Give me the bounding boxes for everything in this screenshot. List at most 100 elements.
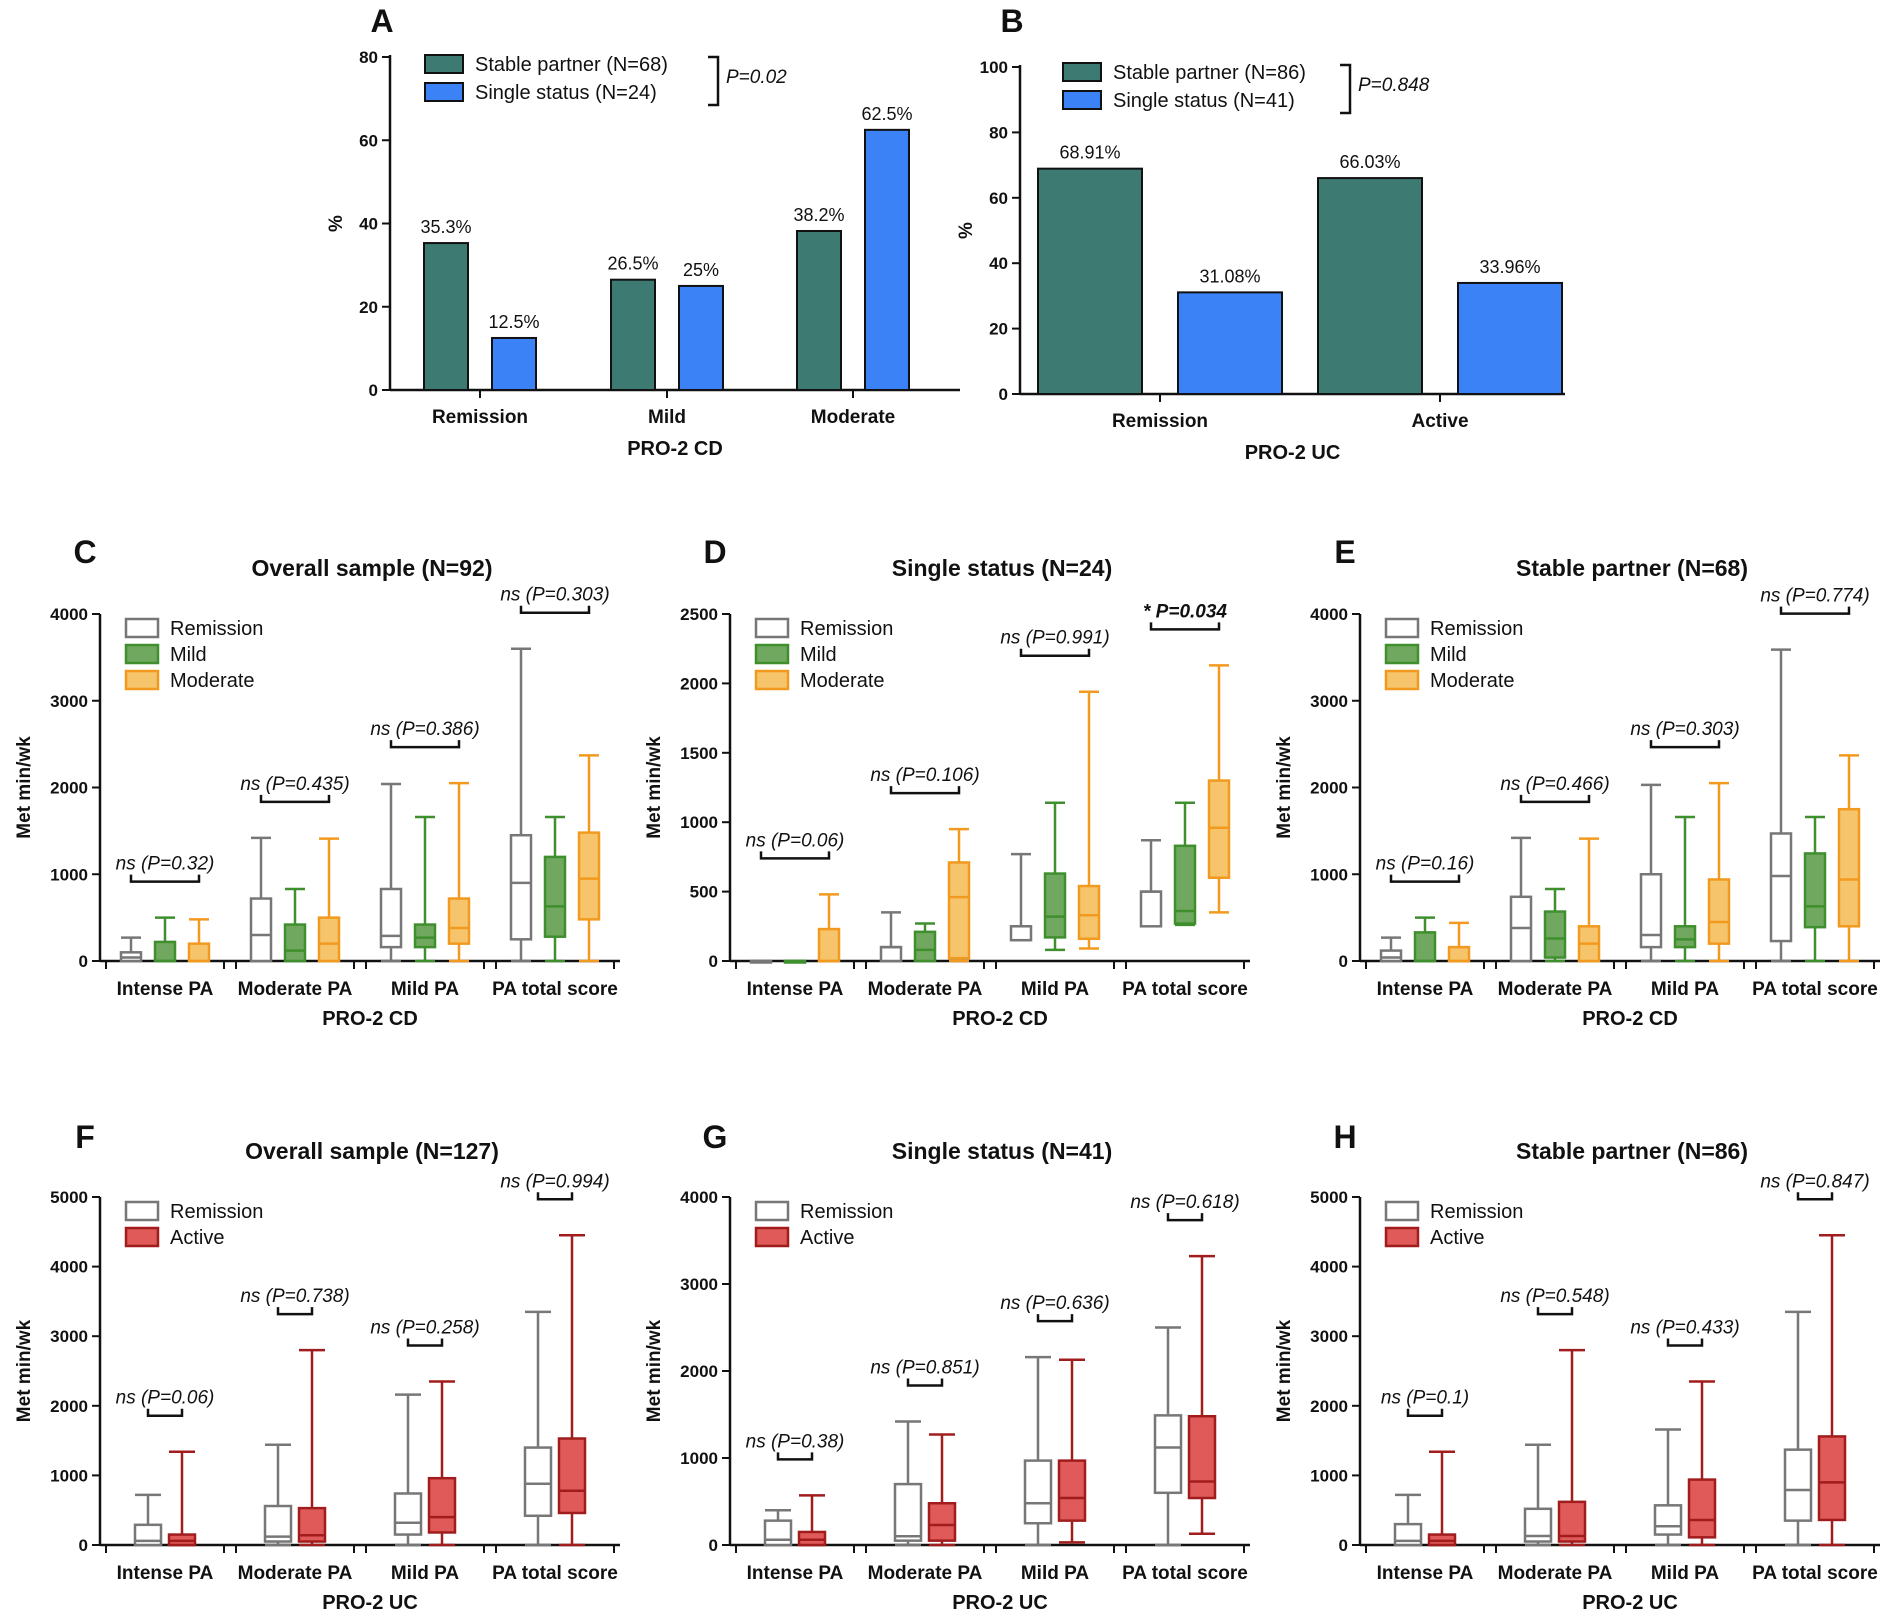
panel-c-title: Overall sample (N=92) — [252, 555, 493, 581]
panel-f-category-label: Moderate PA — [238, 1563, 353, 1584]
panel-d-legend-label: Remission — [800, 618, 893, 640]
panel-e-p-value: ns (P=0.466) — [1500, 774, 1609, 795]
panel-e-title: Stable partner (N=68) — [1516, 555, 1748, 581]
panel-g-p-value: ns (P=0.851) — [870, 1357, 979, 1378]
panel-e-significance-bracket — [1389, 874, 1461, 883]
panel-a-legend-label: Single status (N=24) — [475, 82, 657, 104]
panel-b-y-tick-label: 100 — [980, 58, 1008, 77]
panel-f-y-tick-label: 2000 — [50, 1397, 88, 1416]
panel-e-box-moderate — [1707, 878, 1731, 945]
panel-f-title: Overall sample (N=127) — [245, 1138, 499, 1164]
panel-e-category-label: Moderate PA — [1498, 979, 1613, 1000]
panel-a-category-label: Moderate — [811, 407, 895, 428]
panel-f-box-remission — [393, 1492, 423, 1536]
panel-e-legend-swatch — [1384, 617, 1420, 639]
panel-f-p-value: ns (P=0.06) — [116, 1388, 215, 1409]
panel-c-significance-bracket — [519, 605, 591, 614]
panel-letter-h: H — [1333, 1119, 1356, 1155]
panel-letter-g: G — [703, 1119, 728, 1155]
panel-f-legend-label: Active — [170, 1227, 224, 1249]
panel-c-box-mild — [543, 855, 567, 938]
panel-letter-d: D — [703, 534, 726, 570]
panel-h-significance-bracket — [1666, 1338, 1704, 1347]
panel-letter-f: F — [75, 1119, 95, 1155]
panel-h-y-tick-label: 1000 — [1310, 1466, 1348, 1485]
panel-c-y-axis-label: Met min/wk — [14, 736, 35, 839]
panel-d-significance-bracket — [759, 851, 831, 860]
panel-h-y-tick-label: 5000 — [1310, 1188, 1348, 1207]
panel-d-y-axis-label: Met min/wk — [644, 736, 665, 839]
panel-d-category-label: Moderate PA — [868, 979, 983, 1000]
panel-d-p-value: ns (P=0.991) — [1000, 628, 1109, 649]
panel-d-legend-swatch — [754, 643, 790, 665]
panel-e-legend-label: Remission — [1430, 618, 1523, 640]
panel-g-significance-bracket — [906, 1378, 944, 1387]
panel-f-p-value: ns (P=0.738) — [240, 1286, 349, 1307]
panel-g-x-axis-label: PRO-2 UC — [952, 1592, 1048, 1614]
panel-b-legend-bracket — [1340, 63, 1352, 115]
panel-e-box-remission — [1379, 949, 1403, 963]
panel-a-x-axis-label: PRO-2 CD — [627, 438, 723, 460]
panel-a-legend-label: Stable partner (N=68) — [475, 54, 668, 76]
panel-h-category-label: Mild PA — [1651, 1563, 1720, 1584]
panel-f-y-tick-label: 3000 — [50, 1327, 88, 1346]
panel-letter-e: E — [1334, 534, 1355, 570]
panel-g-y-tick-label: 2000 — [680, 1362, 718, 1381]
panel-e-legend-swatch — [1384, 669, 1420, 691]
panel-h-y-tick-label: 0 — [1339, 1536, 1348, 1555]
panel-b-bar-single — [1457, 281, 1563, 396]
panel-b-bar-single — [1177, 291, 1283, 396]
panel-f-y-tick-label: 4000 — [50, 1258, 88, 1277]
panel-c-box-moderate — [447, 897, 471, 945]
panel-g-significance-bracket — [776, 1452, 814, 1461]
panel-g-box-active — [1057, 1459, 1087, 1522]
panel-d-legend-label: Mild — [800, 644, 837, 666]
panel-h-p-value: ns (P=0.548) — [1500, 1286, 1609, 1307]
panel-a-bar-stable — [796, 229, 842, 391]
panel-e-p-value: ns (P=0.774) — [1760, 586, 1869, 607]
panel-a-y-axis-label: % — [326, 215, 347, 232]
panel-e-box-moderate — [1837, 807, 1861, 928]
panel-g-y-tick-label: 3000 — [680, 1275, 718, 1294]
panel-h-category-label: Moderate PA — [1498, 1563, 1613, 1584]
panel-d-legend-swatch — [754, 669, 790, 691]
panel-g-significance-bracket — [1166, 1213, 1204, 1222]
panel-d-title: Single status (N=24) — [892, 555, 1112, 581]
panel-e-p-value: ns (P=0.16) — [1376, 854, 1475, 875]
panel-d-significance-bracket — [889, 786, 961, 795]
panel-h-x-axis-label: PRO-2 UC — [1582, 1592, 1678, 1614]
panel-b-y-tick-label: 0 — [999, 385, 1008, 404]
panel-h-box-remission — [1783, 1448, 1813, 1522]
panel-b-legend-swatch — [1062, 62, 1102, 82]
panel-a-data-label: 26.5% — [607, 254, 658, 274]
panel-h-category-label: Intense PA — [1377, 1563, 1474, 1584]
panel-c-box-remission — [249, 897, 273, 963]
panel-c-p-value: ns (P=0.32) — [116, 854, 215, 875]
panel-g-legend-label: Active — [800, 1227, 854, 1249]
panel-c-legend-label: Remission — [170, 618, 263, 640]
panel-e-box-moderate — [1447, 945, 1471, 963]
panel-d-y-tick-label: 2500 — [680, 605, 718, 624]
panel-f-y-tick-label: 1000 — [50, 1466, 88, 1485]
panel-h-y-axis-label: Met min/wk — [1274, 1319, 1295, 1422]
panel-a-data-label: 35.3% — [420, 217, 471, 237]
panel-c-box-remission — [509, 833, 533, 941]
panel-f-significance-bracket — [276, 1307, 314, 1316]
panel-g-title: Single status (N=41) — [892, 1138, 1112, 1164]
panel-a-y-tick-label: 60 — [359, 131, 378, 150]
panel-c-y-tick-label: 3000 — [50, 692, 88, 711]
panel-c-box-remission — [379, 887, 403, 949]
panel-c-y-tick-label: 2000 — [50, 779, 88, 798]
panel-h-significance-bracket — [1406, 1408, 1444, 1417]
panel-c-legend-label: Mild — [170, 644, 207, 666]
panel-c-box-moderate — [577, 831, 601, 921]
panel-g-p-value: ns (P=0.618) — [1130, 1192, 1239, 1213]
panel-c-y-tick-label: 1000 — [50, 865, 88, 884]
panel-h-p-value: ns (P=0.433) — [1630, 1317, 1739, 1338]
panel-g-p-value: ns (P=0.38) — [746, 1431, 845, 1452]
panel-h-y-tick-label: 3000 — [1310, 1327, 1348, 1346]
panel-d-box-mild — [1043, 872, 1067, 939]
panel-d-p-value: ns (P=0.106) — [870, 765, 979, 786]
panel-b-legend-swatch — [1062, 90, 1102, 110]
